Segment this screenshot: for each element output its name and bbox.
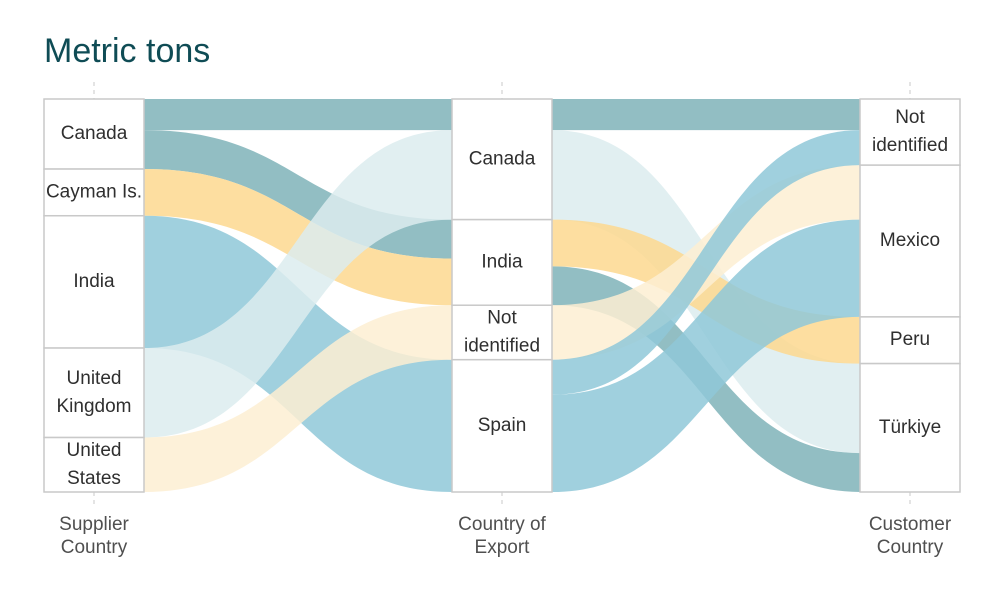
node-label-line-1-0-0: Canada (469, 148, 536, 169)
node-label-line-0-4-1: States (67, 468, 121, 489)
node-label-line-0-3-0: United (67, 368, 122, 389)
node-label-1-3: Spain (478, 415, 527, 436)
node-label-2-1: Mexico (880, 230, 940, 251)
stage-label-2: Customer Country (869, 514, 952, 558)
node-label-line-0-2-0: India (73, 271, 115, 292)
stage-label-line-2-0: Customer (869, 514, 952, 535)
stage-label-line-0-0: Supplier (59, 514, 129, 535)
node-label-line-1-2-1: identified (464, 335, 540, 356)
stage-label-0: Supplier Country (59, 514, 129, 558)
node-label-line-1-1-0: India (481, 251, 523, 272)
node-label-line-0-3-1: Kingdom (57, 396, 132, 417)
node-label-line-2-0-1: identified (872, 135, 948, 156)
flow-0 (144, 99, 452, 130)
node-0-3 (44, 348, 144, 437)
stage-label-line-0-1: Country (61, 537, 128, 558)
node-label-2-3: Türkiye (879, 417, 941, 438)
stage-label-line-1-0: Country of (458, 514, 546, 535)
node-label-line-2-1-0: Mexico (880, 230, 940, 251)
node-label-line-0-1-0: Cayman Is. (46, 181, 142, 202)
node-label-1-0: Canada (469, 148, 536, 169)
node-label-line-0-4-0: United (67, 440, 122, 461)
node-label-1-1: India (481, 251, 523, 272)
node-label-line-1-3-0: Spain (478, 415, 527, 436)
node-label-0-1: Cayman Is. (46, 181, 142, 202)
stage-label-line-2-1: Country (877, 537, 944, 558)
stage-label-line-1-1: Export (475, 537, 531, 558)
node-label-2-2: Peru (890, 329, 930, 350)
chart-title: Metric tons (44, 32, 210, 70)
node-label-line-2-3-0: Türkiye (879, 417, 941, 438)
stage-label-1: Country of Export (458, 514, 546, 558)
node-label-0-0: Canada (61, 123, 128, 144)
node-label-line-2-0-0: Not (895, 107, 925, 128)
node-label-line-1-2-0: Not (487, 307, 517, 328)
flow-6 (552, 99, 860, 130)
node-label-line-2-2-0: Peru (890, 329, 930, 350)
node-label-0-2: India (73, 271, 115, 292)
node-label-line-0-0-0: Canada (61, 123, 128, 144)
